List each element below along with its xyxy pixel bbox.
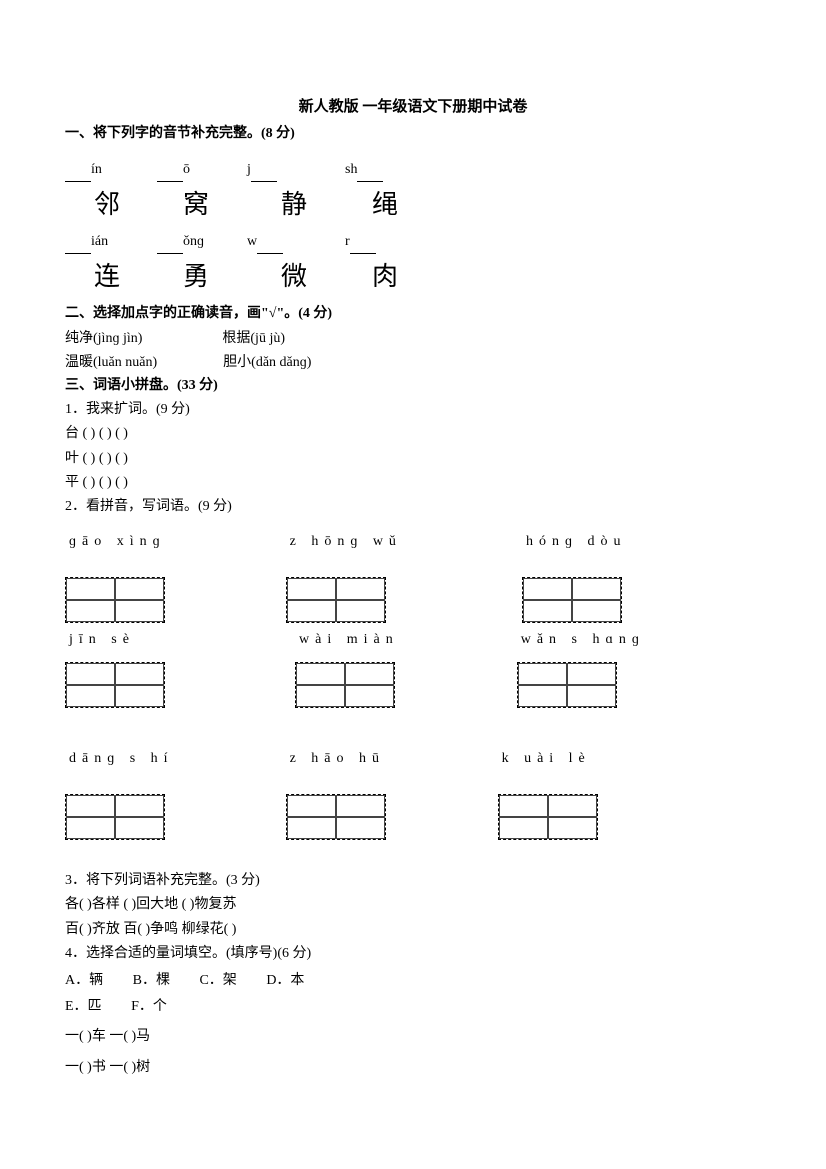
q3-1-header: 1．我来扩词。(9 分) [65, 399, 761, 421]
blank[interactable] [157, 238, 183, 254]
grid-box[interactable] [522, 577, 622, 623]
q1-char-row1: 邻 窝 静 绳 [65, 184, 761, 226]
pinyin-label: dānɡ s hí [69, 748, 174, 770]
pinyin-label: wǎn s hɑnɡ [521, 629, 645, 651]
pinyin-grid-row: jīn sè wài miàn wǎn s hɑnɡ [65, 629, 761, 707]
blank[interactable] [157, 166, 183, 182]
q2-header: 二、选择加点字的正确读音，画"√"。(4 分) [65, 303, 761, 325]
q3-2-header: 2．看拼音，写词语。(9 分) [65, 496, 761, 518]
q2-line1: 纯净(jìnɡ jìn)根据(jū jù) [65, 328, 761, 350]
blank[interactable] [257, 238, 283, 254]
q1-header: 一、将下列字的音节补充完整。(8 分) [65, 123, 761, 145]
pinyin-label: ɡāo xìnɡ [69, 531, 166, 553]
pinyin-label: hónɡ dòu [526, 531, 627, 553]
grid-box[interactable] [295, 662, 395, 708]
q3-3-line[interactable]: 百( )齐放 百( )争鸣 柳绿花( ) [65, 919, 761, 941]
q3-3-line[interactable]: 各( )各样 ( )回大地 ( )物复苏 [65, 894, 761, 916]
q3-4-options-row2: E．匹 F．个 [65, 996, 761, 1018]
grid-box[interactable] [498, 794, 598, 840]
q1-char-row2: 连 勇 微 肉 [65, 256, 761, 298]
grid-box[interactable] [286, 794, 386, 840]
pinyin-label: z hōnɡ wǔ [290, 531, 402, 553]
q3-4-fill-line[interactable]: 一( )书 一( )树 [65, 1057, 761, 1079]
blank[interactable] [65, 166, 91, 182]
blank[interactable] [251, 166, 277, 182]
page-title: 新人教版 一年级语文下册期中试卷 [65, 95, 761, 119]
q3-header: 三、词语小拼盘。(33 分) [65, 375, 761, 397]
q3-1-row[interactable]: 叶 ( ) ( ) ( ) [65, 448, 761, 470]
pinyin-label: wài miàn [299, 629, 399, 651]
grid-box[interactable] [65, 794, 165, 840]
q3-4-options-row1: A．辆 B．棵 C．架 D．本 [65, 970, 761, 992]
q1-pinyin-row1: ín ō j sh [65, 159, 761, 181]
grid-box[interactable] [65, 577, 165, 623]
pinyin-grid-row: ɡāo xìnɡ z hōnɡ wǔ hónɡ dòu [65, 531, 761, 623]
q3-1-row[interactable]: 平 ( ) ( ) ( ) [65, 472, 761, 494]
q1-pinyin-row2: ián ǒnɡ w r [65, 231, 761, 253]
pinyin-label: jīn sè [69, 629, 135, 651]
q3-4-header: 4．选择合适的量词填空。(填序号)(6 分) [65, 943, 761, 965]
grid-box[interactable] [517, 662, 617, 708]
q3-3-header: 3．将下列词语补充完整。(3 分) [65, 870, 761, 892]
pinyin-label: k uài lè [502, 748, 591, 770]
pinyin-label: z hāo hū [290, 748, 385, 770]
pinyin-grid-row: dānɡ s hí z hāo hū k uài lè [65, 748, 761, 840]
q3-1-row[interactable]: 台 ( ) ( ) ( ) [65, 423, 761, 445]
blank[interactable] [357, 166, 383, 182]
grid-box[interactable] [286, 577, 386, 623]
grid-box[interactable] [65, 662, 165, 708]
blank[interactable] [65, 238, 91, 254]
q3-4-fill-line[interactable]: 一( )车 一( )马 [65, 1026, 761, 1048]
q2-line2: 温暖(luǎn nuǎn)胆小(dǎn dǎnɡ) [65, 352, 761, 374]
blank[interactable] [350, 238, 376, 254]
